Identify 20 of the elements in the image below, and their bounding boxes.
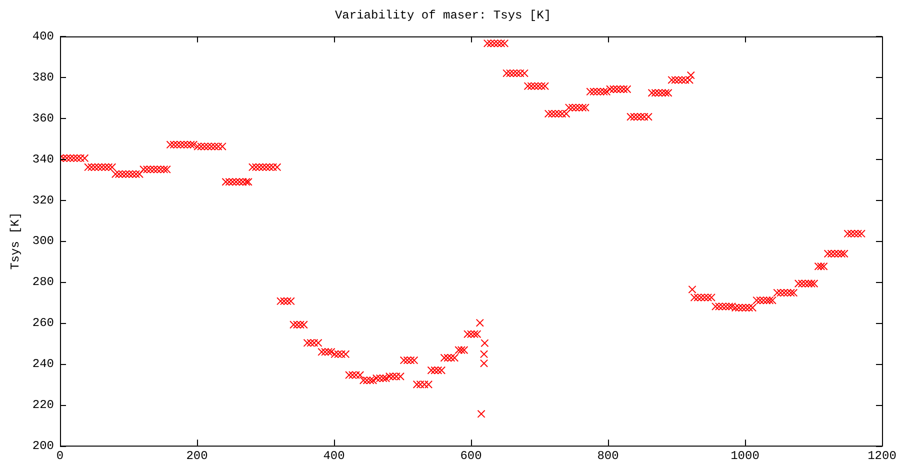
y-tick-label: 200	[32, 438, 54, 453]
y-tick-label: 360	[32, 111, 54, 126]
y-axis-title: Tsys [K]	[8, 212, 22, 270]
y-tick-label: 240	[32, 356, 54, 371]
y-tick-label: 220	[32, 398, 54, 412]
x-tick-label: 200	[186, 448, 208, 463]
y-tick-label: 340	[32, 152, 54, 166]
x-tick-label: 0	[56, 448, 64, 463]
x-tick-label: 600	[460, 448, 482, 463]
y-tick-label: 300	[32, 234, 54, 248]
chart-title: Variability of maser: Tsys [K]	[334, 8, 552, 22]
x-tick-label: 1200	[868, 448, 896, 463]
y-tick-label: 320	[32, 193, 54, 208]
x-tick-label: 800	[597, 448, 619, 463]
x-tick-label: 400	[323, 448, 345, 463]
y-tick-label: 400	[32, 30, 54, 44]
x-tick-label: 1000	[730, 448, 760, 463]
y-tick-label: 380	[32, 70, 54, 84]
y-tick-label: 280	[32, 275, 54, 290]
y-tick-label: 260	[32, 316, 54, 330]
